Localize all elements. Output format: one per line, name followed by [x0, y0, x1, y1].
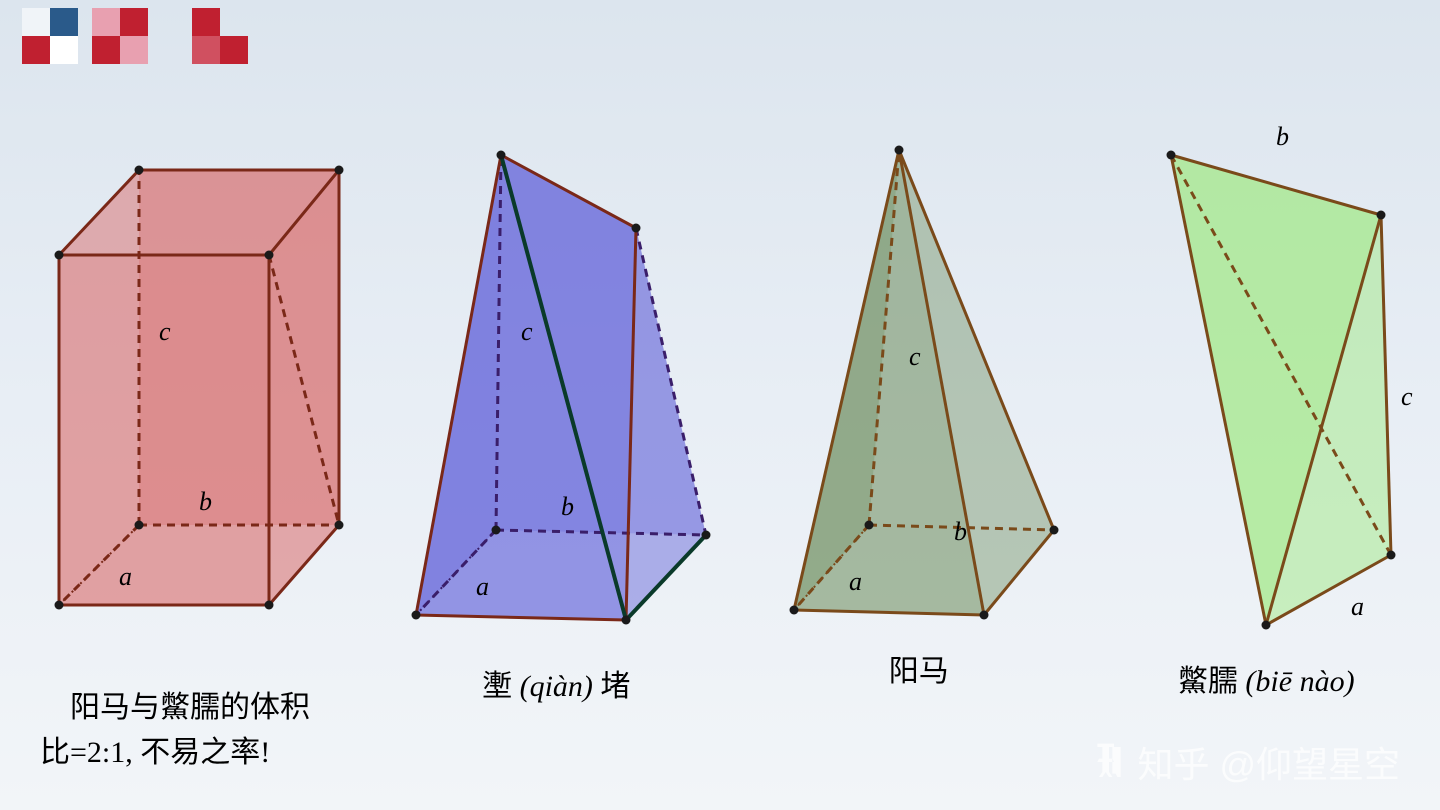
label-a: a — [119, 562, 132, 591]
label-b: b — [561, 492, 574, 521]
label-a: a — [476, 572, 489, 601]
logo — [22, 8, 248, 64]
caption-bienao: 鱉臑 (biē nào) — [1178, 656, 1355, 700]
yangma-svg: a b c — [764, 115, 1074, 645]
label-c: c — [159, 317, 171, 346]
caption-yangma: 阳马 — [889, 646, 949, 690]
volume-ratio-note: 阳马与鱉臑的体积 比=2:1, 不易之率! — [40, 685, 310, 775]
shapes-row: a b c — [0, 115, 1440, 675]
shape-bienao: a b c 鱉臑 (biē nào) — [1111, 115, 1421, 655]
label-c: c — [909, 342, 921, 371]
label-c: c — [1401, 382, 1413, 411]
label-b: b — [954, 517, 967, 546]
zhihu-icon — [1089, 742, 1129, 782]
shape-yangma: a b c 阳马 — [764, 115, 1074, 645]
shape-qiandu: a b c 壍 (qiàn) 堵 — [386, 115, 726, 655]
bienao-svg: a b c — [1111, 115, 1421, 655]
label-b: b — [1276, 122, 1289, 151]
cuboid-svg: a b c — [19, 115, 349, 635]
label-a: a — [1351, 592, 1364, 621]
label-a: a — [849, 567, 862, 596]
watermark: 知乎 @仰望星空 — [1089, 736, 1400, 788]
caption-qiandu: 壍 (qiàn) 堵 — [482, 661, 630, 705]
label-c: c — [521, 317, 533, 346]
label-b: b — [199, 487, 212, 516]
qiandu-svg: a b c — [386, 115, 726, 655]
shape-cuboid: a b c — [19, 115, 349, 635]
